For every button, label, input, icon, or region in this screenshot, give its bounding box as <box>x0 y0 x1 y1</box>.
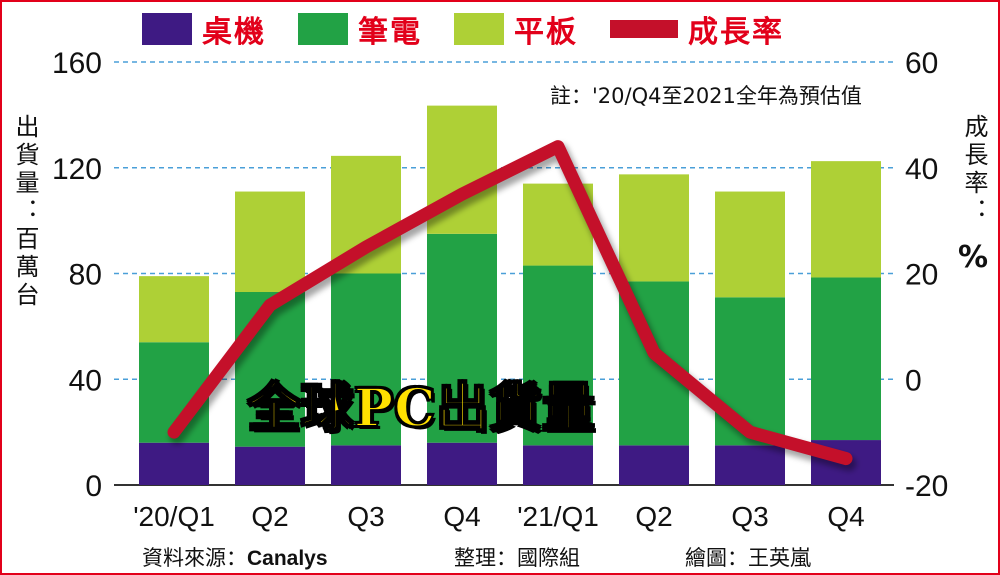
legend-item-notebook: 筆電 <box>298 7 422 51</box>
y2-tick-label: 20 <box>905 259 938 292</box>
bar-desktop <box>235 446 305 485</box>
footer-source-label: 資料來源： <box>142 546 247 570</box>
x-tick-label: Q3 <box>347 501 384 532</box>
legend-label-tablet: 平板 <box>514 15 578 50</box>
x-tick-label: '21/Q1 <box>517 501 599 532</box>
bar-tablet <box>811 161 881 278</box>
bar-desktop <box>715 445 785 485</box>
legend-label-notebook: 筆電 <box>358 15 422 50</box>
y-tick-label: 160 <box>52 47 102 80</box>
legend-item-tablet: 平板 <box>454 7 578 51</box>
y-tick-label: 120 <box>52 153 102 186</box>
legend: 桌機 筆電 平板 成長率 <box>142 7 816 51</box>
left-axis-label: 出貨量：百萬台 <box>11 114 39 310</box>
y2-tick-label: 60 <box>905 47 938 80</box>
estimate-note: 註：'20/Q4至2021全年為預估值 <box>550 84 862 108</box>
bar-tablet <box>235 191 305 293</box>
x-tick-label: Q4 <box>827 501 864 532</box>
y2-tick-label: 40 <box>905 153 938 186</box>
footer-illustrator: 繪圖：王英嵐 <box>685 546 811 570</box>
bar-tablet <box>139 276 209 343</box>
bar-notebook <box>523 265 593 446</box>
legend-item-desktop: 桌機 <box>142 7 266 51</box>
legend-label-desktop: 桌機 <box>202 15 266 50</box>
bar-notebook <box>331 273 401 446</box>
y2-tick-label: -20 <box>905 470 948 503</box>
y-tick-label: 40 <box>69 364 102 397</box>
x-tick-label: Q3 <box>731 501 768 532</box>
x-tick-label: Q4 <box>443 501 480 532</box>
footer-editor: 整理：國際組 <box>454 546 580 570</box>
x-tick-label: '20/Q1 <box>133 501 215 532</box>
legend-swatch-growth <box>610 20 678 38</box>
footer-source: 資料來源：Canalys <box>142 542 328 572</box>
bar-desktop <box>619 445 689 485</box>
x-tick-label: Q2 <box>251 501 288 532</box>
legend-item-growth: 成長率 <box>610 7 784 51</box>
bar-tablet <box>715 191 785 298</box>
y2-tick-label: 0 <box>905 364 922 397</box>
y-tick-label: 80 <box>69 259 102 292</box>
growth-line <box>167 140 853 466</box>
bar-desktop <box>523 445 593 485</box>
x-tick-label: Q2 <box>635 501 672 532</box>
legend-label-growth: 成長率 <box>688 15 784 50</box>
bar-desktop <box>331 445 401 485</box>
overlay-title: 全球PC出貨量 <box>247 377 596 440</box>
legend-swatch-tablet <box>454 13 504 45</box>
right-axis-label: 成長率： <box>960 114 988 226</box>
bar-tablet <box>619 174 689 282</box>
bar-notebook <box>811 277 881 441</box>
y-tick-label: 0 <box>85 470 102 503</box>
footer-source-value: Canalys <box>247 547 328 570</box>
right-axis-unit: % <box>958 240 989 275</box>
bar-desktop <box>139 442 209 485</box>
legend-swatch-notebook <box>298 13 348 45</box>
bar-notebook <box>427 233 497 443</box>
legend-swatch-desktop <box>142 13 192 45</box>
bar-desktop <box>427 442 497 485</box>
